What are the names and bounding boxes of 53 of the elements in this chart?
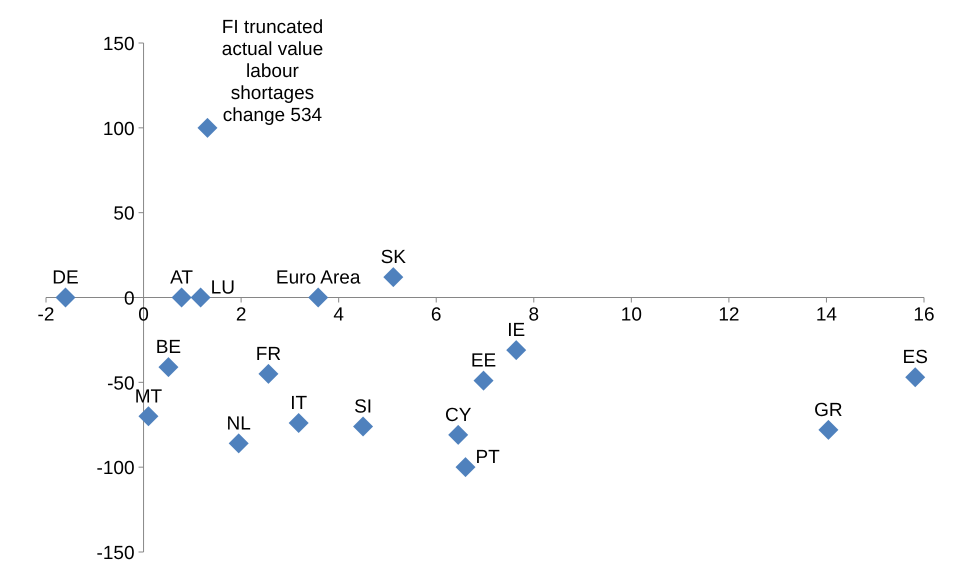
point bbox=[228, 433, 249, 454]
y-tick-label: -50 bbox=[107, 373, 135, 394]
x-tick-label: 8 bbox=[528, 304, 540, 326]
text: AT bbox=[170, 268, 194, 288]
x-tick-label: 6 bbox=[430, 304, 442, 326]
point bbox=[448, 424, 468, 445]
point bbox=[288, 413, 309, 434]
text: NL bbox=[226, 413, 251, 434]
y-tick-label: 50 bbox=[113, 204, 135, 225]
point bbox=[190, 288, 211, 308]
point bbox=[383, 267, 404, 288]
text: IT bbox=[290, 393, 308, 414]
x-tick-label: 2 bbox=[236, 304, 246, 326]
y-tick-label: -150 bbox=[96, 543, 135, 564]
x-tick-label: 12 bbox=[718, 304, 740, 326]
x-tick-label: 14 bbox=[816, 304, 838, 326]
point bbox=[258, 364, 278, 384]
point bbox=[506, 340, 526, 360]
text: GR bbox=[814, 400, 843, 421]
point bbox=[308, 288, 328, 308]
x-tick-label: 0 bbox=[138, 304, 149, 326]
x-tick-label: 10 bbox=[620, 304, 642, 326]
x-tick-label: -2 bbox=[38, 304, 54, 326]
point bbox=[455, 457, 476, 478]
text: MT bbox=[134, 386, 162, 408]
text: SI bbox=[354, 396, 372, 418]
point bbox=[353, 416, 374, 436]
y-tick-label: -100 bbox=[96, 458, 135, 480]
point bbox=[56, 288, 76, 308]
text: IE bbox=[507, 320, 526, 342]
text: SK bbox=[380, 247, 406, 268]
point bbox=[158, 357, 178, 378]
text: LU bbox=[210, 278, 235, 298]
text: EE bbox=[470, 350, 496, 372]
y-tick-label: 100 bbox=[102, 118, 135, 140]
text: BE bbox=[156, 337, 182, 358]
point bbox=[138, 406, 158, 426]
text: DE bbox=[52, 268, 79, 288]
x-tick-label: 4 bbox=[333, 304, 344, 326]
point bbox=[905, 367, 926, 388]
text: Euro Area bbox=[276, 268, 360, 288]
y-tick-label: 150 bbox=[102, 34, 135, 55]
text: FR bbox=[256, 344, 282, 365]
point bbox=[474, 370, 494, 391]
text: PT bbox=[475, 447, 500, 468]
point bbox=[172, 288, 192, 308]
text: CY bbox=[444, 404, 472, 426]
text: ES bbox=[902, 347, 928, 368]
x-tick-label: 16 bbox=[913, 304, 935, 326]
y-tick-label: 0 bbox=[124, 288, 135, 310]
point bbox=[818, 420, 838, 440]
annotation: FI truncated actual value labour shortages change 534 bbox=[222, 16, 324, 126]
point bbox=[197, 118, 218, 138]
